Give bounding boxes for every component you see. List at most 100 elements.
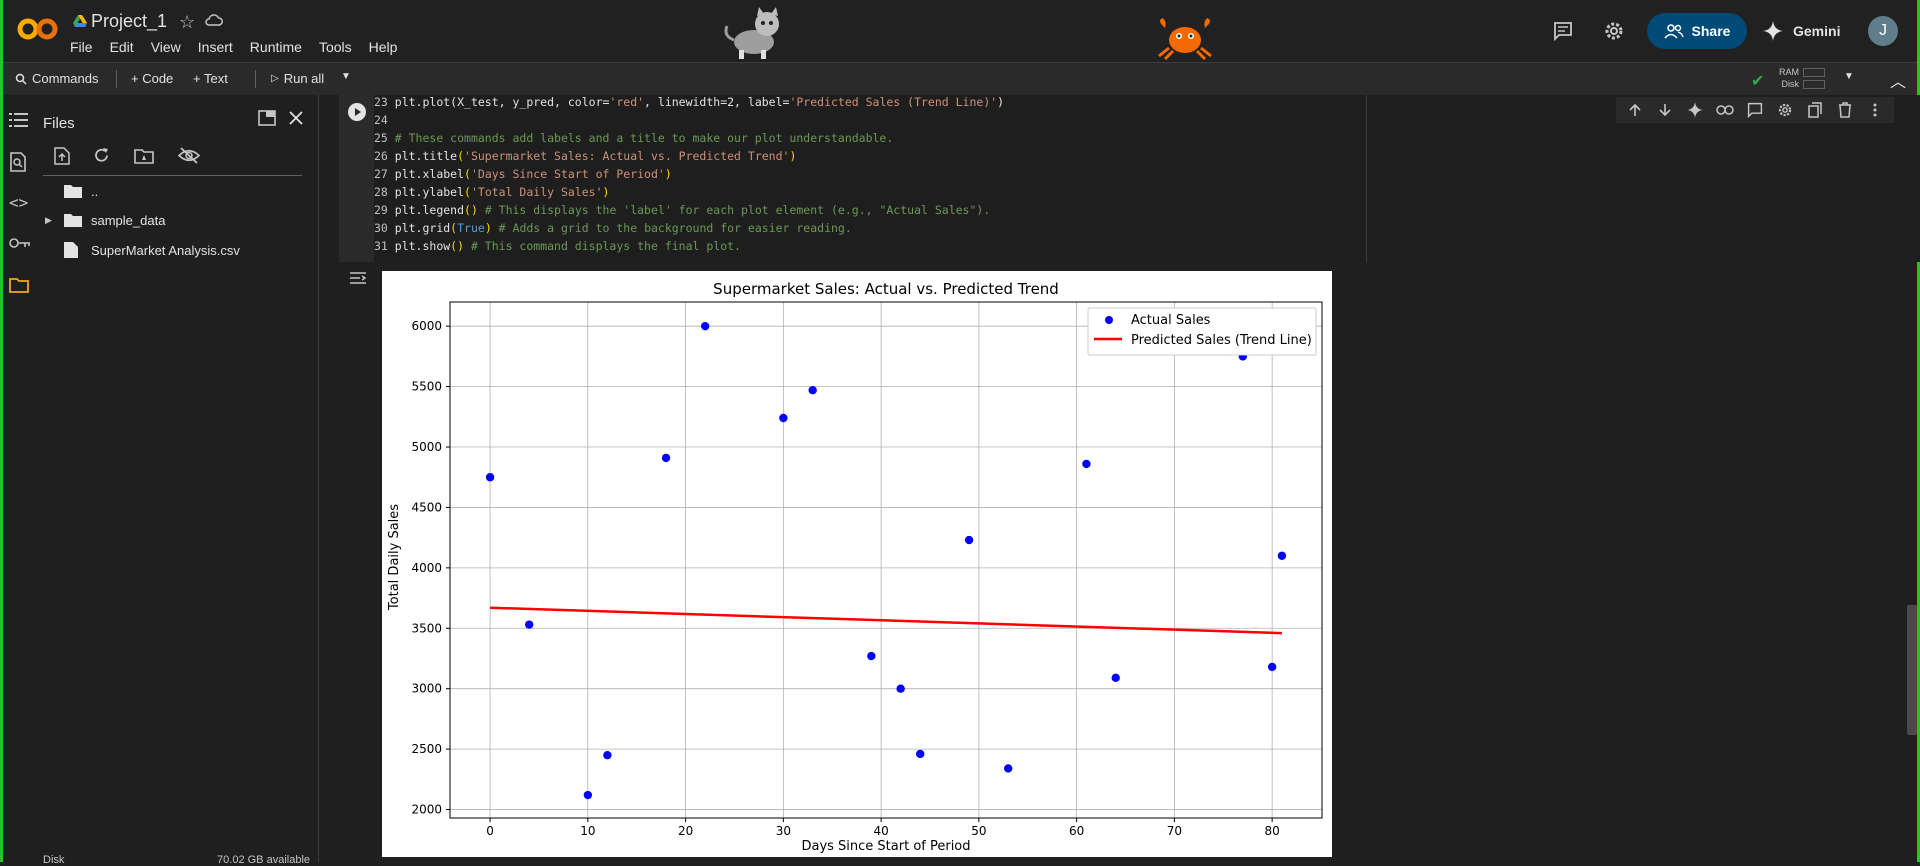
code-line[interactable]: 31 plt.show() # This command displays th… (374, 239, 741, 257)
ram-label: RAM (1779, 67, 1799, 77)
y-tick-label: 2500 (411, 742, 442, 756)
resource-dropdown-icon[interactable]: ▼ (1844, 71, 1854, 82)
settings-gear-icon[interactable] (1603, 20, 1625, 42)
gemini-sparkle-icon[interactable] (1680, 102, 1710, 118)
comments-icon[interactable] (1553, 21, 1573, 41)
menu-help[interactable]: Help (368, 39, 398, 55)
tree-item-csv-file[interactable]: SuperMarket Analysis.csv (63, 241, 240, 259)
code-token: ( (464, 185, 471, 199)
chart-title: Supermarket Sales: Actual vs. Predicted … (713, 280, 1059, 298)
line-number: 25 (374, 131, 395, 145)
code-token: 'Predicted Sales (Trend Line)' (789, 95, 998, 109)
code-line[interactable]: 25 # These commands add labels and a tit… (374, 131, 893, 149)
project-title[interactable]: Project_1 (91, 11, 168, 31)
files-folder-icon[interactable] (9, 277, 29, 293)
x-tick-label: 60 (1069, 824, 1084, 838)
table-of-contents-icon[interactable] (9, 112, 29, 128)
mount-drive-icon[interactable] (134, 148, 154, 164)
menu-insert[interactable]: Insert (197, 39, 233, 55)
find-replace-icon[interactable] (9, 152, 27, 172)
x-tick-label: 30 (776, 824, 791, 838)
code-snippets-icon[interactable]: <> (9, 193, 29, 212)
mirror-cell-icon[interactable] (1800, 102, 1830, 118)
delete-icon[interactable] (1830, 102, 1860, 118)
tree-item-sample-data[interactable]: ▶ sample_data (45, 212, 165, 228)
collapse-header-icon[interactable]: ︿ (1890, 74, 1907, 91)
code-token: , linewidth=2, label= (644, 95, 790, 109)
add-code-button[interactable]: + Code (131, 71, 174, 86)
commands-button[interactable]: Commands (15, 71, 98, 86)
disk-usage: Disk 70.02 GB available (43, 854, 310, 866)
move-up-icon[interactable] (1620, 103, 1650, 117)
tree-item-label: SuperMarket Analysis.csv (91, 242, 240, 258)
code-token: ) (664, 167, 672, 181)
menu-view[interactable]: View (150, 39, 181, 55)
y-tick-label: 4500 (411, 500, 442, 514)
cloud-saved-icon[interactable] (205, 13, 223, 27)
notebook-toolbar: Commands + Code + Text ▷ Run all ▼ ✔ RAM… (3, 62, 1917, 96)
x-tick-label: 70 (1167, 824, 1182, 838)
code-token: ( (457, 149, 465, 163)
add-text-button[interactable]: + Text (193, 71, 228, 86)
more-options-icon[interactable] (1860, 103, 1890, 117)
menu-file[interactable]: File (70, 39, 93, 55)
resource-monitor[interactable]: RAM Disk (1779, 66, 1825, 90)
line-number: 26 (374, 149, 395, 163)
gemini-sparkle-icon (1763, 21, 1783, 41)
close-icon[interactable] (289, 111, 303, 125)
disk-usage-label: Disk (43, 854, 65, 866)
move-down-icon[interactable] (1650, 103, 1680, 117)
code-line[interactable]: 26 plt.title('Supermarket Sales: Actual … (374, 149, 796, 167)
scatter-chart: Supermarket Sales: Actual vs. Predicted … (387, 280, 1323, 854)
open-in-tab-icon[interactable] (258, 110, 276, 126)
share-button[interactable]: Share (1647, 13, 1747, 49)
connected-check-icon: ✔ (1751, 73, 1765, 90)
gemini-button[interactable]: Gemini (1763, 13, 1840, 49)
refresh-icon[interactable] (93, 147, 110, 164)
scatter-point (1267, 662, 1277, 672)
cell-settings-gear-icon[interactable] (1770, 102, 1800, 118)
y-tick-label: 3500 (411, 621, 442, 635)
code-token: ) (789, 149, 797, 163)
star-icon[interactable]: ☆ (179, 12, 196, 32)
run-all-dropdown-icon[interactable]: ▼ (341, 71, 351, 82)
plot-frame (449, 301, 1323, 819)
drive-icon[interactable] (73, 14, 87, 28)
code-line[interactable]: 27 plt.xlabel('Days Since Start of Perio… (374, 167, 672, 185)
run-cell-button[interactable] (348, 103, 366, 121)
scrollbar-thumb[interactable] (1907, 605, 1917, 735)
y-axis-label: Total Daily Sales (387, 504, 402, 611)
upload-file-icon[interactable] (54, 147, 70, 165)
secrets-key-icon[interactable] (9, 237, 31, 249)
output-actions-icon[interactable] (349, 270, 367, 286)
menu-runtime[interactable]: Runtime (249, 39, 302, 55)
code-token: 'Days Since Start of Period' (470, 167, 665, 181)
code-line[interactable]: 30 plt.grid(True) # Adds a grid to the b… (374, 221, 852, 239)
comment-icon[interactable] (1740, 102, 1770, 118)
y-tick-label: 2000 (411, 803, 442, 817)
code-token: plt.show (394, 239, 451, 253)
user-avatar[interactable]: J (1868, 16, 1898, 46)
run-all-label: Run all (283, 71, 325, 86)
code-line[interactable]: 28 plt.ylabel('Total Daily Sales') (374, 185, 609, 203)
colab-logo[interactable] (17, 16, 59, 42)
line-number: 29 (374, 203, 395, 217)
hide-files-eye-off-icon[interactable] (178, 147, 200, 164)
search-icon (15, 73, 27, 85)
cell-gutter (339, 95, 374, 262)
code-token: plt.plot(X_test, y_pred, color= (394, 95, 610, 109)
menu-tools[interactable]: Tools (318, 39, 352, 55)
link-icon[interactable] (1710, 105, 1740, 115)
tree-item-parent-dir[interactable]: .. (63, 183, 98, 199)
expand-arrow-icon[interactable]: ▶ (45, 214, 52, 225)
scatter-point (867, 651, 876, 661)
scatter-point (916, 749, 925, 759)
code-line[interactable]: 29 plt.legend() # This displays the 'lab… (374, 203, 990, 221)
x-axis-label: Days Since Start of Period (801, 839, 970, 854)
menu-edit[interactable]: Edit (109, 39, 134, 55)
run-all-button[interactable]: ▷ Run all (271, 71, 324, 86)
code-token: 'Supermarket Sales: Actual vs. Predicted… (464, 149, 790, 163)
code-line[interactable]: 23 plt.plot(X_test, y_pred, color='red',… (374, 95, 1004, 113)
cat-mascot-icon (724, 7, 779, 59)
code-line[interactable]: 24 (374, 113, 395, 131)
